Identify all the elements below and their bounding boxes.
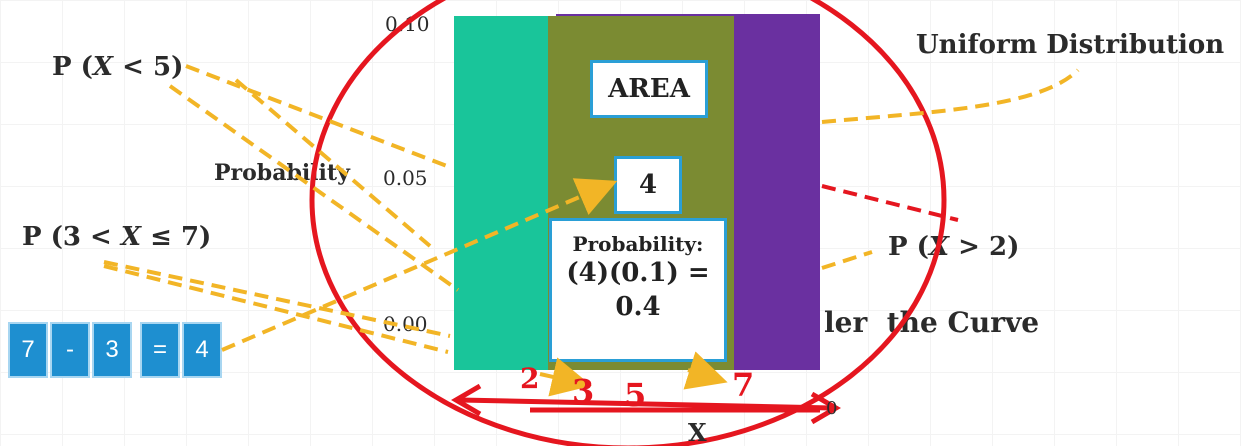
- x-range-arrow: [451, 383, 841, 425]
- event-prefix: P (: [888, 232, 929, 262]
- x-axis-label: X: [688, 418, 707, 447]
- page-title: Uniform Distribution: [916, 30, 1225, 60]
- x-tick-5: 5: [624, 376, 647, 414]
- event-prefix: P (3 <: [22, 222, 121, 252]
- leader-line: [683, 351, 728, 390]
- leader-line: [821, 68, 1080, 124]
- width-box-value: 4: [638, 170, 658, 200]
- leader-line: [221, 178, 618, 352]
- leader-line: [821, 250, 873, 270]
- probability-box-result: 0.4: [615, 291, 661, 322]
- y-tick-mid: 0.05: [383, 166, 428, 190]
- event-rest: ≤ 7): [141, 222, 212, 252]
- subtraction-tile: 4: [182, 322, 222, 378]
- event-rest: > 2): [949, 232, 1020, 262]
- leader-line: [234, 78, 432, 248]
- leader-line: [103, 260, 451, 338]
- probability-box: Probability: (4)(0.1) = 0.4: [549, 218, 727, 362]
- event-var: X: [92, 52, 114, 82]
- leader-line: [539, 357, 592, 397]
- probability-box-heading: Probability:: [572, 232, 704, 256]
- x-tick-2: 2: [520, 362, 540, 395]
- leader-line: [185, 64, 453, 170]
- leader-line: [103, 264, 449, 354]
- red-dashed-line: [821, 184, 959, 222]
- area-box-label: AREA: [608, 74, 690, 104]
- probability-box-formula: (4)(0.1) =: [566, 258, 710, 288]
- x-tick-end: 0: [826, 398, 838, 419]
- event-p-3-to-7: P (3 < X ≤ 7): [22, 222, 211, 252]
- event-prefix: P (: [52, 52, 93, 82]
- highlight-ellipse: [309, 0, 947, 446]
- caption-partial: ler the Curve: [824, 306, 1040, 339]
- x-tick-7: 7: [732, 366, 755, 404]
- event-var: X: [120, 222, 142, 252]
- event-rest: < 5): [113, 52, 184, 82]
- subtraction-tile: 7: [8, 322, 48, 378]
- width-box: 4: [614, 156, 682, 214]
- subtraction-tile: -: [50, 322, 90, 378]
- event-p-less-5: P (X < 5): [52, 52, 183, 82]
- leader-line: [168, 84, 460, 292]
- x-tick-3: 3: [572, 372, 595, 410]
- area-box: AREA: [590, 60, 708, 118]
- subtraction-tile: 3: [92, 322, 132, 378]
- subtraction-tile: =: [140, 322, 180, 378]
- event-p-greater-2: P (X > 2): [888, 232, 1019, 262]
- bar-teal: [454, 16, 554, 370]
